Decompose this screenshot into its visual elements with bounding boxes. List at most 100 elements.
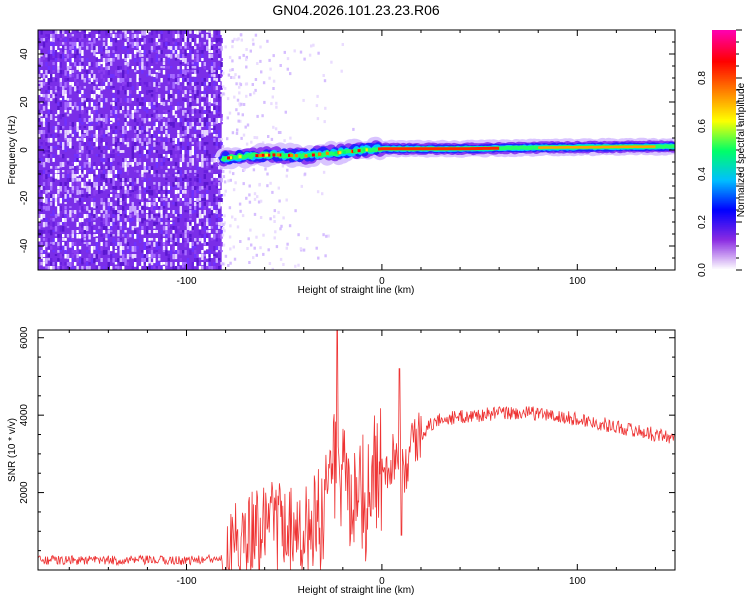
noise-cell — [114, 142, 118, 147]
noise-cell — [102, 134, 106, 138]
noise-cell — [83, 142, 86, 146]
noise-cell — [172, 254, 175, 260]
noise-cell — [95, 58, 98, 62]
faint-cell — [323, 79, 327, 83]
noise-cell — [52, 38, 55, 43]
noise-cell — [160, 138, 163, 141]
noise-cell — [220, 90, 223, 93]
noise-cell — [134, 46, 137, 48]
noise-cell — [52, 218, 55, 222]
faint-cell — [271, 95, 274, 99]
faint-cell — [325, 234, 328, 238]
noise-cell — [208, 46, 211, 50]
noise-cell — [153, 206, 156, 212]
noise-cell — [95, 122, 98, 125]
faint-cell — [242, 133, 246, 137]
noise-cell — [114, 30, 118, 33]
faint-cell — [286, 57, 290, 61]
colorbar-step — [712, 210, 736, 213]
noise-cell — [129, 190, 132, 193]
noise-cell — [196, 198, 199, 204]
noise-cell — [170, 94, 173, 100]
noise-cell — [66, 194, 70, 200]
noise-cell — [57, 190, 60, 194]
noise-cell — [203, 78, 206, 82]
colorbar-step — [712, 140, 736, 143]
noise-cell — [150, 254, 154, 259]
noise-cell — [146, 142, 149, 146]
noise-cell — [155, 210, 158, 214]
noise-cell — [150, 46, 154, 51]
noise-cell — [64, 210, 67, 216]
noise-cell — [134, 106, 137, 110]
noise-cell — [50, 90, 53, 95]
noise-cell — [124, 54, 127, 60]
noise-cell — [162, 202, 166, 208]
noise-cell — [196, 54, 199, 59]
faint-cell — [227, 73, 231, 77]
faint-cell — [294, 264, 297, 268]
noise-cell — [186, 230, 190, 233]
noise-cell — [38, 170, 41, 174]
noise-cell — [124, 30, 127, 36]
noise-cell — [191, 158, 194, 162]
colorbar-step — [712, 164, 736, 167]
noise-cell — [206, 78, 209, 84]
noise-cell — [124, 98, 127, 102]
noise-cell — [78, 50, 82, 54]
noise-cell — [162, 198, 166, 201]
noise-cell — [40, 222, 43, 228]
noise-cell — [42, 254, 46, 258]
noise-cell — [201, 86, 204, 92]
noise-cell — [42, 154, 46, 157]
faint-cell — [273, 236, 276, 240]
noise-cell — [201, 102, 204, 107]
noise-cell — [40, 242, 43, 246]
faint-cell — [317, 51, 320, 55]
noise-cell — [114, 110, 118, 115]
spectrogram-ylabel: Frequency (Hz) — [7, 116, 18, 185]
noise-cell — [136, 170, 139, 173]
noise-cell — [66, 242, 70, 248]
noise-cell — [194, 122, 197, 126]
noise-cell — [186, 190, 190, 196]
noise-cell — [71, 166, 74, 169]
noise-cell — [182, 262, 185, 268]
noise-cell — [122, 258, 125, 264]
noise-cell — [196, 58, 199, 62]
noise-cell — [86, 122, 89, 124]
noise-cell — [134, 258, 137, 264]
noise-cell — [47, 202, 50, 207]
noise-cell — [143, 190, 146, 193]
faint-cell — [253, 136, 256, 139]
ridge-hotspot — [318, 152, 322, 156]
noise-cell — [74, 178, 77, 182]
noise-cell — [170, 214, 173, 217]
noise-cell — [45, 38, 48, 43]
noise-cell — [90, 178, 94, 183]
faint-cell — [269, 67, 272, 71]
noise-cell — [172, 266, 175, 270]
noise-cell — [177, 214, 180, 217]
noise-cell — [155, 202, 158, 205]
noise-cell — [110, 230, 113, 232]
noise-cell — [114, 70, 118, 76]
noise-cell — [131, 214, 134, 217]
ridge-core-red — [377, 146, 500, 151]
noise-cell — [40, 38, 43, 42]
noise-cell — [213, 98, 216, 103]
noise-cell — [131, 42, 134, 48]
faint-cell — [277, 210, 280, 214]
noise-cell — [59, 162, 62, 168]
colorbar-step — [712, 42, 736, 45]
noise-cell — [76, 186, 79, 191]
noise-cell — [57, 106, 60, 111]
noise-cell — [155, 142, 158, 145]
colorbar-tick-label: 0.0 — [697, 263, 708, 277]
noise-cell — [177, 170, 180, 175]
noise-cell — [78, 58, 82, 61]
noise-cell — [69, 122, 72, 126]
noise-cell — [42, 42, 46, 48]
noise-cell — [203, 106, 206, 111]
noise-cell — [69, 66, 72, 69]
